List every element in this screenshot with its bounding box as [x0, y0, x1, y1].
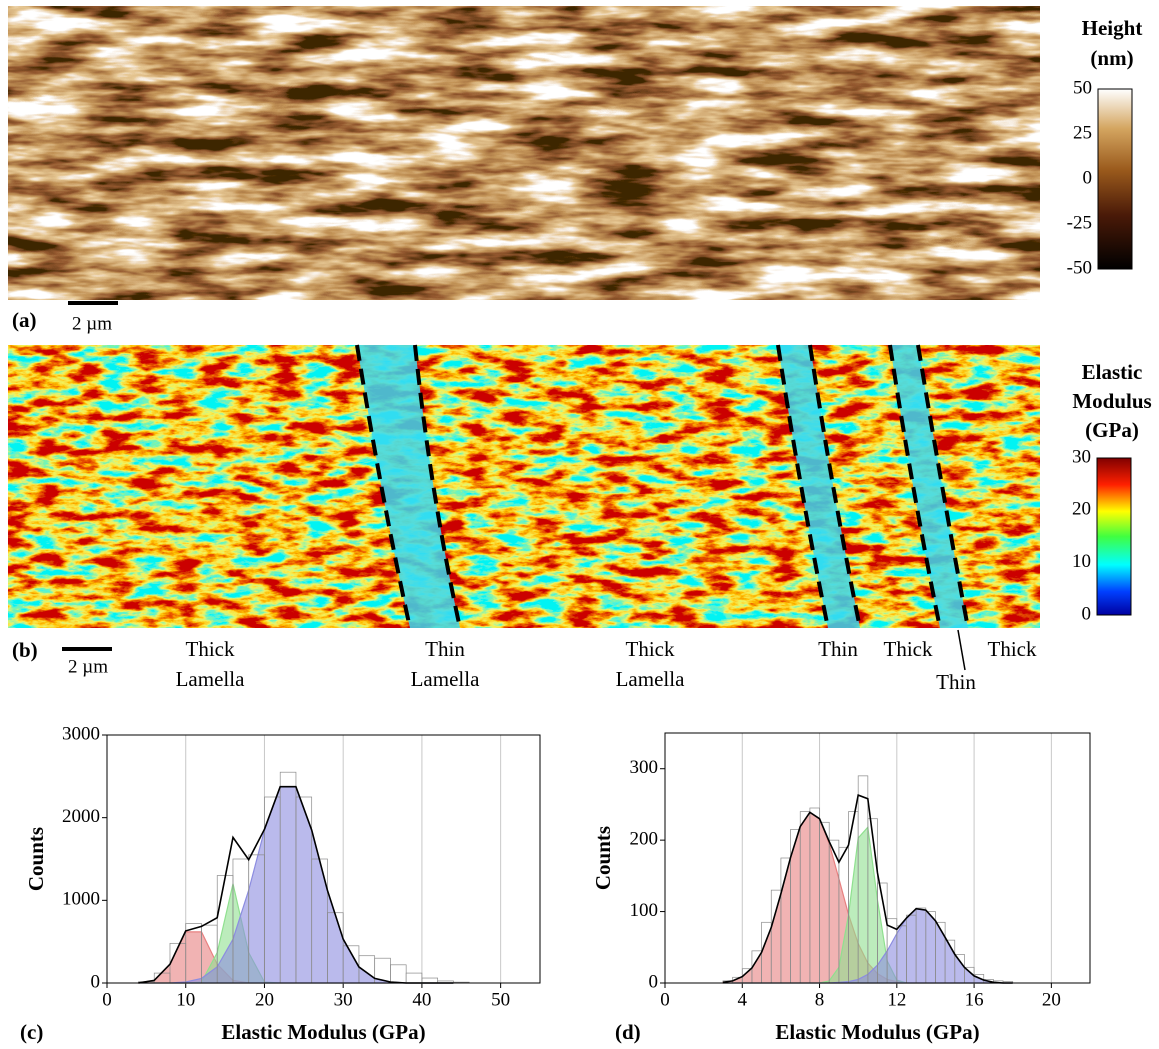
colorbar-tick-label: 20 [1072, 499, 1091, 520]
y-tick-label: 200 [630, 829, 659, 850]
colorbar-title: Modulus [1072, 389, 1151, 413]
x-tick-label: 8 [815, 989, 825, 1010]
region-label: Thick [626, 637, 675, 661]
x-tick-label: 16 [965, 989, 984, 1010]
panel-label: (a) [12, 308, 37, 332]
y-axis-label: Counts [591, 826, 615, 890]
y-axis-label: Counts [24, 827, 48, 891]
panel-label: (c) [20, 1020, 43, 1044]
x-tick-label: 0 [102, 989, 112, 1010]
colorbar-tick-label: 25 [1073, 122, 1092, 143]
region-label: Lamella [411, 667, 480, 691]
colorbar-tick-label: 0 [1082, 603, 1092, 624]
fit-envelope [722, 794, 1013, 984]
y-tick-label: 300 [630, 757, 659, 778]
region-label: Lamella [176, 667, 245, 691]
colorbar-tick-label: -50 [1067, 257, 1092, 278]
region-label: Thick [884, 637, 933, 661]
region-label: Thin [818, 637, 858, 661]
region-label: Thin [936, 670, 976, 694]
x-tick-label: 20 [255, 989, 274, 1010]
x-tick-label: 40 [412, 989, 431, 1010]
x-tick-label: 12 [887, 989, 906, 1010]
plot-frame [664, 732, 1091, 984]
region-label: Lamella [616, 667, 685, 691]
height-colorbar [1097, 88, 1133, 270]
x-axis-label: Elastic Modulus (GPa) [221, 1020, 425, 1044]
height-map [8, 6, 1040, 300]
colorbar-tick-label: 30 [1072, 446, 1091, 467]
lamella-boundaries [355, 344, 970, 629]
y-tick-label: 2000 [62, 806, 100, 827]
scale-bar-label: 2 µm [68, 656, 108, 677]
colorbar-tick-label: -25 [1067, 212, 1092, 233]
modulus-colorbar [1096, 457, 1132, 616]
x-tick-label: 10 [176, 989, 195, 1010]
region-label: Thick [988, 637, 1037, 661]
y-tick-label: 100 [630, 900, 659, 921]
plot-frame [106, 734, 541, 984]
y-tick-label: 0 [91, 971, 101, 992]
x-axis-label: Elastic Modulus (GPa) [775, 1020, 979, 1044]
thin-lamella-bands [357, 345, 968, 628]
colorbar-tick-label: 50 [1073, 77, 1092, 98]
colorbar-title: (GPa) [1085, 418, 1139, 442]
histogram-bar [390, 964, 407, 984]
histogram-bar [405, 972, 423, 984]
x-tick-label: 0 [660, 989, 670, 1010]
colorbar-title: (nm) [1090, 46, 1133, 70]
x-tick-label: 4 [738, 989, 748, 1010]
y-tick-label: 1000 [62, 889, 100, 910]
colorbar-title: Height [1082, 16, 1143, 40]
modulus-map [8, 345, 1040, 628]
colorbar-title: Elastic [1082, 360, 1143, 384]
panel-label: (d) [615, 1020, 641, 1044]
region-label: Thin [425, 637, 465, 661]
leader-line [957, 629, 966, 671]
x-tick-label: 20 [1042, 989, 1061, 1010]
y-tick-label: 3000 [62, 723, 100, 744]
colorbar-tick-label: 0 [1083, 167, 1093, 188]
region-label: Thick [186, 637, 235, 661]
x-tick-label: 30 [334, 989, 353, 1010]
x-tick-label: 50 [491, 989, 510, 1010]
colorbar-tick-label: 10 [1072, 551, 1091, 572]
y-tick-label: 0 [649, 971, 659, 992]
scale-bar-label: 2 µm [72, 313, 112, 334]
panel-label: (b) [12, 638, 38, 662]
